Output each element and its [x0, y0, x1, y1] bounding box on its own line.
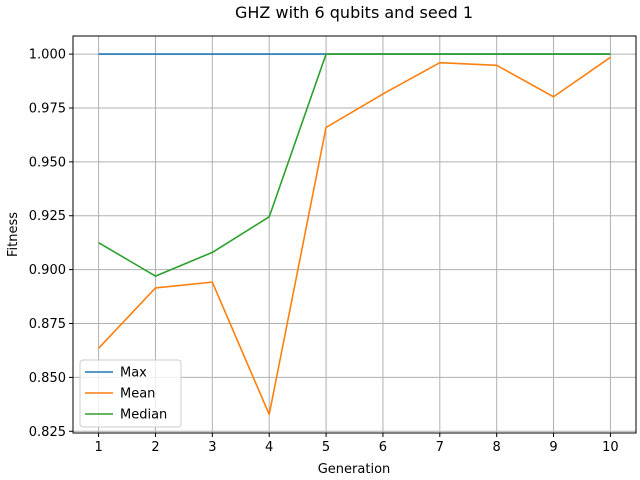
- chart-title: GHZ with 6 qubits and seed 1: [235, 3, 473, 22]
- x-tick-label: 9: [549, 440, 557, 455]
- series-line-median: [98, 53, 611, 277]
- y-axis-label: Fitness: [6, 212, 21, 257]
- x-tick-label: 10: [602, 440, 619, 455]
- y-tick-label: 0.875: [29, 317, 66, 332]
- legend-entry: Median: [120, 408, 167, 423]
- legend-entry: Mean: [120, 387, 155, 402]
- plot-frame: [72, 35, 637, 434]
- x-tick-label: 1: [94, 440, 102, 455]
- x-tick-label: 5: [322, 440, 330, 455]
- legend: Max Mean Median: [79, 359, 182, 428]
- y-tick-label: 0.900: [29, 263, 66, 278]
- y-tick-label: 0.925: [29, 209, 66, 224]
- x-tick-label: 8: [493, 440, 501, 455]
- y-tick-label: 0.975: [29, 101, 66, 116]
- y-tick-label: 0.950: [29, 155, 66, 170]
- x-tick-label: 3: [208, 440, 216, 455]
- legend-box: [79, 359, 182, 428]
- legend-entry: Max: [120, 366, 147, 381]
- y-tick-label: 0.850: [29, 371, 66, 386]
- x-tick-label: 2: [151, 440, 159, 455]
- x-tick-label: 6: [379, 440, 387, 455]
- x-tick-label: 4: [265, 440, 273, 455]
- x-tick-label: 7: [436, 440, 444, 455]
- y-tick-label: 0.825: [29, 425, 66, 440]
- axis-ticks: 1 2 3 4 5 6 7 8 9 10 0.825 0.850 0.875 0.900 0.925 0.95…: [29, 48, 619, 455]
- series-line-mean: [98, 56, 611, 416]
- y-tick-label: 1.000: [29, 48, 66, 63]
- x-axis-label: Generation: [318, 462, 391, 477]
- series-lines: [98, 53, 611, 416]
